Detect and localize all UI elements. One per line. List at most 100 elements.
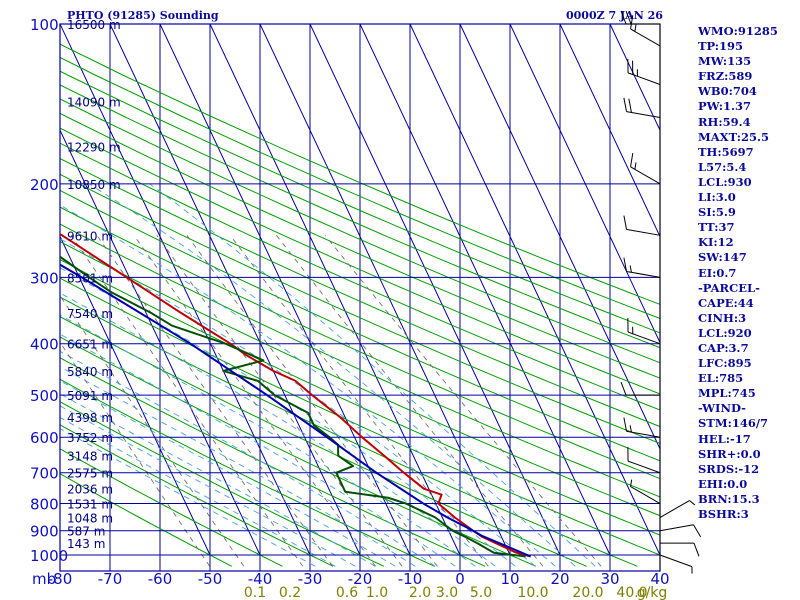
height-label: 2036 m <box>67 483 113 497</box>
index-line: -WIND- <box>698 401 746 416</box>
height-label: 12290 m <box>67 140 121 154</box>
height-label: 3752 m <box>67 431 113 445</box>
mixing-ratio-line <box>60 341 211 567</box>
dry-adiabat <box>60 241 660 517</box>
pressure-tick-label: 300 <box>30 269 59 287</box>
isotherm-line <box>309 24 561 556</box>
temperature-tick-label: 30 <box>600 570 619 588</box>
dry-adiabat <box>60 378 435 567</box>
isotherm-line <box>259 24 511 556</box>
wind-barb-staff <box>627 460 661 474</box>
height-label: 587 m <box>67 525 105 539</box>
mixing-ratio-line <box>324 235 602 567</box>
temperature-tick-label: -10 <box>398 570 423 588</box>
wind-barb-staff <box>626 111 661 118</box>
temperature-tick-label: -70 <box>98 570 123 588</box>
index-line: PW:1.37 <box>698 99 752 114</box>
wind-barb <box>623 97 661 118</box>
index-line: MW:135 <box>698 54 752 69</box>
index-line: KI:12 <box>698 235 734 250</box>
wind-barb-staff <box>626 270 661 278</box>
temperature-tick-label: -50 <box>198 570 223 588</box>
dry-adiabat <box>60 158 660 428</box>
wind-barb-flag <box>693 542 700 557</box>
wind-barb <box>627 318 661 345</box>
height-label: 1531 m <box>67 498 113 512</box>
height-label: 8501 m <box>67 271 113 285</box>
index-line: BSHR:3 <box>698 507 749 521</box>
pressure-tick-label: 500 <box>30 387 59 405</box>
index-line: CAP:3.7 <box>698 340 749 355</box>
sounding-datetime: 0000Z 7 JAN 26 <box>566 9 663 22</box>
height-label: 9610 m <box>67 229 113 243</box>
wind-barb-staff <box>626 430 661 438</box>
wind-barb <box>630 152 661 185</box>
wind-barb <box>623 417 661 438</box>
index-line: EL:785 <box>698 371 744 386</box>
wind-barb-staff <box>659 554 693 568</box>
dry-adiabat <box>60 424 334 567</box>
wind-barb-flag <box>623 417 628 432</box>
dry-adiabat <box>60 401 385 567</box>
wind-barb-flag <box>625 10 632 25</box>
mixing-ratio-line <box>276 235 544 567</box>
pressure-tick-label: 800 <box>30 496 59 514</box>
chart-title: PHTO (91285) Sounding <box>67 9 219 22</box>
wind-barb-staff <box>630 486 661 504</box>
wind-barb-half-flag <box>634 162 637 170</box>
wind-barb-half-flag <box>689 500 696 506</box>
wind-barb-staff <box>626 228 661 236</box>
dry-adiabat <box>60 277 660 556</box>
moist-adiabat <box>60 350 436 567</box>
wind-barb-flag <box>623 257 628 272</box>
isotherm-line <box>409 24 660 556</box>
height-label: 7540 m <box>67 307 113 321</box>
index-line: FRZ:589 <box>698 69 753 84</box>
index-line: SI:5.9 <box>698 205 736 220</box>
index-line: CAPE:44 <box>698 295 754 310</box>
wind-barb-flag <box>628 98 632 113</box>
temperature-tick-label: -30 <box>298 570 323 588</box>
temperature-tick-label: -40 <box>248 570 273 588</box>
pressure-tick-label: 200 <box>30 176 59 194</box>
moist-adiabat <box>60 405 356 567</box>
moist-adiabat <box>60 204 556 567</box>
mixing-ratio-label: 10.0 <box>517 585 548 600</box>
index-line: MAXT:25.5 <box>698 129 769 144</box>
moist-adiabat <box>60 314 476 567</box>
dry-adiabat <box>60 259 660 536</box>
dry-adiabat <box>60 223 660 498</box>
wind-barb <box>660 542 700 557</box>
mixing-ratio-line <box>60 294 245 567</box>
height-label: 16500 m <box>67 18 121 32</box>
index-line: SW:147 <box>698 250 747 265</box>
diagram-grid <box>60 24 660 571</box>
mixing-ratio-label: 0.1 <box>244 585 266 600</box>
dewpoint-trace <box>60 255 526 558</box>
wind-barb <box>659 554 693 574</box>
height-label: 2575 m <box>67 467 113 481</box>
temperature-tick-label: 0 <box>455 570 465 588</box>
index-line: EHI:0.0 <box>698 476 748 491</box>
dry-adiabat <box>60 98 660 364</box>
index-line: HEL:-17 <box>698 431 751 446</box>
temperature-tick-label: -60 <box>148 570 173 588</box>
height-label: 5840 m <box>67 365 113 379</box>
mixing-ratio-line <box>133 235 376 567</box>
dry-adiabat <box>60 473 232 567</box>
wind-barb-staff <box>659 524 694 532</box>
isotherm-line <box>609 24 660 132</box>
temperature-tick-label: -20 <box>348 570 373 588</box>
wind-barb <box>620 10 660 25</box>
index-line: BRN:15.3 <box>698 491 760 506</box>
dry-adiabat <box>60 296 638 567</box>
moist-adiabat <box>60 393 376 567</box>
wind-barb <box>630 15 661 47</box>
dry-adiabat <box>60 56 660 320</box>
index-line: MPL:745 <box>698 386 756 401</box>
height-label: 1048 m <box>67 512 113 526</box>
index-line: STM:146/7 <box>698 416 769 431</box>
moist-adiabat <box>60 428 316 567</box>
